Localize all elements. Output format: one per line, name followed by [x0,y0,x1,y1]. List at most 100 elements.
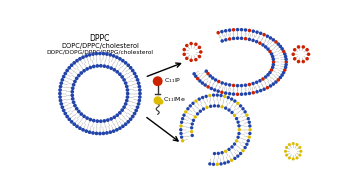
Circle shape [220,151,224,154]
Circle shape [60,105,64,109]
Circle shape [298,146,302,149]
Circle shape [62,109,66,112]
Circle shape [194,115,197,119]
Circle shape [99,119,103,123]
Circle shape [264,75,267,79]
Circle shape [106,118,110,122]
Circle shape [224,38,228,42]
Circle shape [235,139,238,143]
Circle shape [217,104,220,108]
Circle shape [115,55,119,59]
Circle shape [59,81,63,85]
Circle shape [252,29,255,33]
Circle shape [247,121,251,124]
Circle shape [81,128,85,132]
Circle shape [126,88,129,92]
Circle shape [95,64,99,68]
Circle shape [247,117,250,120]
Circle shape [126,63,130,67]
Circle shape [78,126,82,130]
Circle shape [223,161,227,165]
Circle shape [72,61,76,65]
Circle shape [284,66,287,69]
Circle shape [228,37,231,41]
Circle shape [190,59,193,62]
Circle shape [216,89,220,93]
Circle shape [180,136,183,139]
Circle shape [232,37,235,40]
Circle shape [209,105,212,108]
Circle shape [239,152,242,155]
Circle shape [296,156,299,160]
Circle shape [209,87,213,90]
Circle shape [283,52,287,56]
Circle shape [220,30,224,33]
Circle shape [58,95,62,99]
Circle shape [192,119,195,122]
Circle shape [247,136,251,139]
Circle shape [137,81,140,85]
Circle shape [280,73,284,77]
Circle shape [121,59,125,63]
Circle shape [230,145,234,149]
Circle shape [89,66,92,69]
Circle shape [262,88,266,91]
Circle shape [188,104,192,108]
Circle shape [274,80,278,84]
Circle shape [261,77,265,81]
Circle shape [220,91,224,94]
Circle shape [269,84,272,88]
Circle shape [221,39,224,43]
Circle shape [241,107,245,110]
Circle shape [201,81,204,85]
Circle shape [213,152,216,155]
Circle shape [84,54,88,58]
Circle shape [75,59,79,63]
Text: C$_{11}$IP: C$_{11}$IP [164,76,181,85]
Circle shape [126,120,130,124]
Circle shape [216,163,219,166]
Circle shape [232,28,235,32]
Circle shape [220,162,223,166]
Circle shape [236,36,239,40]
Circle shape [201,96,204,99]
Circle shape [259,89,262,92]
Circle shape [190,126,193,129]
Circle shape [95,52,98,56]
Circle shape [154,77,162,85]
Circle shape [288,143,291,146]
Circle shape [224,29,228,33]
Circle shape [270,68,273,72]
Circle shape [126,95,129,99]
Circle shape [227,108,231,112]
Circle shape [118,111,122,115]
Circle shape [266,47,270,51]
Circle shape [297,45,300,49]
Circle shape [72,122,76,126]
Circle shape [240,28,243,31]
Circle shape [120,108,124,112]
Circle shape [213,104,216,108]
Circle shape [112,115,116,119]
Circle shape [109,53,112,57]
Circle shape [81,55,85,59]
Circle shape [78,57,82,61]
Circle shape [285,154,288,157]
Circle shape [284,60,288,64]
Circle shape [211,76,215,80]
Circle shape [154,97,161,104]
Circle shape [70,120,74,124]
Circle shape [206,72,210,75]
Circle shape [240,36,243,40]
Circle shape [266,34,269,38]
Circle shape [194,43,198,46]
Circle shape [62,75,66,78]
Circle shape [60,78,64,82]
Circle shape [181,139,184,143]
Circle shape [203,83,207,87]
Circle shape [221,81,224,85]
Circle shape [212,93,215,97]
Circle shape [236,92,239,96]
Circle shape [272,82,275,86]
Circle shape [194,58,198,61]
